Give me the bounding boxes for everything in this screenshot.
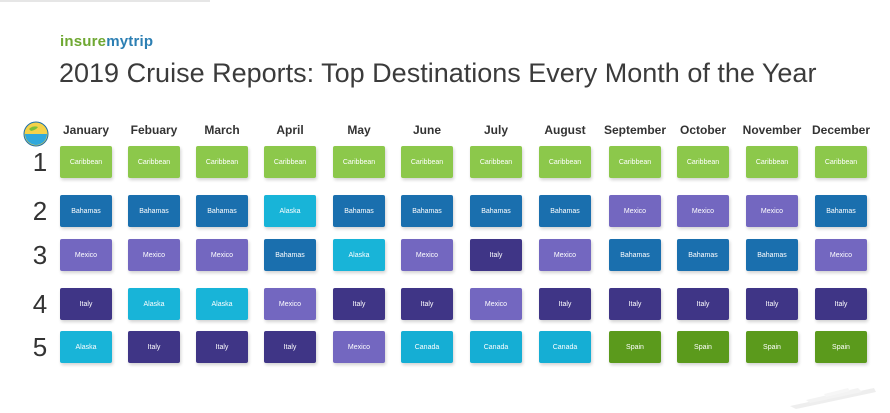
- destination-cell: Mexico: [264, 288, 316, 320]
- destination-cell: Mexico: [677, 195, 729, 227]
- destination-cell: Bahamas: [196, 195, 248, 227]
- destination-cell: Mexico: [609, 195, 661, 227]
- destination-cell: Caribbean: [333, 146, 385, 178]
- destination-cell: Italy: [196, 331, 248, 363]
- destination-cell: Canada: [401, 331, 453, 363]
- destination-cell: Bahamas: [333, 195, 385, 227]
- destination-cell: Canada: [470, 331, 522, 363]
- destination-cell: Mexico: [746, 195, 798, 227]
- month-header: October: [679, 123, 726, 137]
- destination-cell: Bahamas: [677, 239, 729, 271]
- destination-cell: Caribbean: [815, 146, 867, 178]
- destination-cell: Italy: [815, 288, 867, 320]
- cruise-ship-icon: [790, 388, 876, 409]
- destination-cell: Italy: [264, 331, 316, 363]
- rank-number: 4: [32, 289, 48, 319]
- destination-cell: Alaska: [196, 288, 248, 320]
- brand-logo: insuremytrip: [60, 33, 154, 50]
- month-header: December: [811, 123, 871, 137]
- month-header: August: [544, 123, 586, 137]
- globe-icon: [23, 121, 49, 147]
- destination-cell: Bahamas: [264, 239, 316, 271]
- destination-cell: Caribbean: [609, 146, 661, 178]
- month-header: Febuary: [130, 123, 178, 137]
- destination-cell: Bahamas: [470, 195, 522, 227]
- destination-cell: Italy: [470, 239, 522, 271]
- destination-cell: Spain: [815, 331, 867, 363]
- destination-cell: Bahamas: [539, 195, 591, 227]
- destination-cell: Bahamas: [746, 239, 798, 271]
- destination-cell: Italy: [539, 288, 591, 320]
- month-header: May: [347, 123, 371, 137]
- month-header: November: [742, 123, 802, 137]
- destination-cell: Italy: [401, 288, 453, 320]
- destination-cell: Caribbean: [746, 146, 798, 178]
- destination-cell: Caribbean: [196, 146, 248, 178]
- month-header: January: [62, 123, 110, 137]
- month-header: September: [603, 123, 667, 137]
- destination-cell: Alaska: [264, 195, 316, 227]
- destination-cell: Bahamas: [401, 195, 453, 227]
- destination-cell: Alaska: [60, 331, 112, 363]
- rank-number: 5: [32, 332, 48, 362]
- destination-cell: Mexico: [60, 239, 112, 271]
- destination-cell: Spain: [746, 331, 798, 363]
- destination-cell: Bahamas: [609, 239, 661, 271]
- destination-cell: Caribbean: [264, 146, 316, 178]
- rank-number: 3: [32, 240, 48, 270]
- destination-cell: Mexico: [196, 239, 248, 271]
- destination-cell: Canada: [539, 331, 591, 363]
- destination-cell: Italy: [333, 288, 385, 320]
- destination-cell: Italy: [128, 331, 180, 363]
- destination-cell: Mexico: [539, 239, 591, 271]
- destination-cell: Caribbean: [401, 146, 453, 178]
- destination-cell: Mexico: [815, 239, 867, 271]
- destination-cell: Italy: [609, 288, 661, 320]
- destination-cell: Mexico: [128, 239, 180, 271]
- destination-cell: Italy: [677, 288, 729, 320]
- destination-cell: Alaska: [333, 239, 385, 271]
- destination-cell: Bahamas: [128, 195, 180, 227]
- page-title: 2019 Cruise Reports: Top Destinations Ev…: [59, 58, 817, 88]
- month-header: June: [412, 123, 441, 137]
- destination-cell: Bahamas: [60, 195, 112, 227]
- destination-cell: Spain: [677, 331, 729, 363]
- rank-number: 2: [32, 196, 48, 226]
- destination-cell: Spain: [609, 331, 661, 363]
- month-header: April: [276, 123, 304, 137]
- destination-cell: Caribbean: [539, 146, 591, 178]
- top-divider: [0, 0, 210, 2]
- destination-cell: Mexico: [401, 239, 453, 271]
- destination-cell: Caribbean: [60, 146, 112, 178]
- destination-cell: Mexico: [470, 288, 522, 320]
- destination-cell: Caribbean: [677, 146, 729, 178]
- month-header: July: [483, 123, 508, 137]
- destination-cell: Italy: [60, 288, 112, 320]
- month-header: March: [204, 123, 240, 137]
- destination-cell: Caribbean: [470, 146, 522, 178]
- destination-cell: Mexico: [333, 331, 385, 363]
- destination-cell: Italy: [746, 288, 798, 320]
- rank-number: 1: [32, 147, 48, 177]
- destination-cell: Alaska: [128, 288, 180, 320]
- destination-cell: Caribbean: [128, 146, 180, 178]
- destination-cell: Bahamas: [815, 195, 867, 227]
